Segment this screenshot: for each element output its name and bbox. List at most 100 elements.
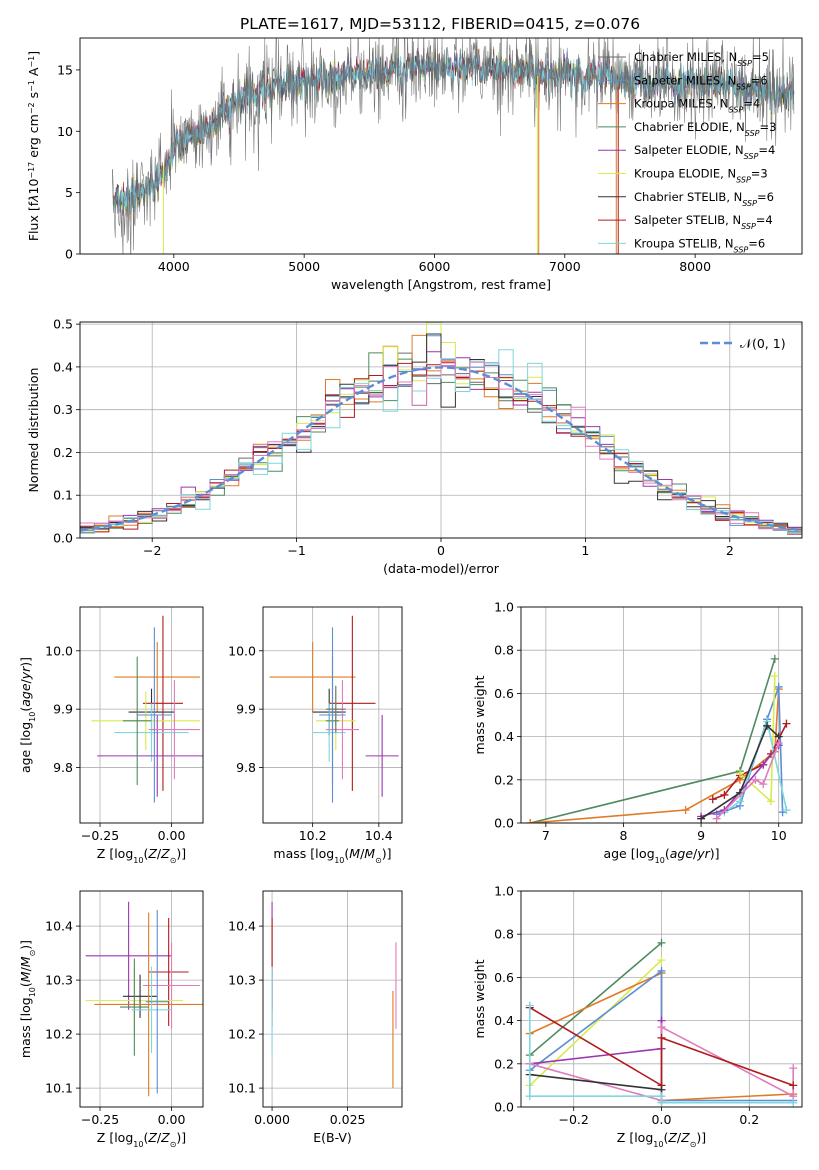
y-tick-label: 10.0 [45,643,73,658]
x-tick-label: 8 [619,828,627,843]
series-line [530,658,776,823]
spectrum-line [112,38,795,254]
axes-frame [79,37,803,255]
series-marker [720,790,729,799]
series-marker [735,797,744,806]
y-tick-label: 9.8 [236,760,256,775]
series-marker [789,1064,798,1073]
y-axis-label: mass [log10(M/M⊙)] [18,940,37,1058]
y-axis-label: mass weight [472,959,487,1038]
series-marker [766,797,775,806]
x-axis-label: mass [log10(M/M⊙)] [273,846,391,865]
x-tick-label: 0.0 [652,1112,672,1127]
axes-frame [79,606,204,824]
plot-area [526,654,791,823]
series-line [723,718,788,813]
x-tick-label: 10.4 [365,828,393,843]
series-marker [657,1023,666,1032]
series-line [700,744,780,818]
legend-label: Chabrier STELIB, NSSP=6 [634,190,774,208]
x-tick-label: 2 [726,543,734,558]
series-marker [770,654,779,663]
legend-label: Chabrier MILES, NSSP=5 [634,50,769,68]
series-marker [712,814,721,823]
series-marker [525,1001,534,1010]
x-tick-label: 10.2 [299,828,327,843]
x-tick-label: 0 [437,543,445,558]
plot-area [80,322,802,535]
legend-label: Salpeter MILES, NSSP=6 [634,73,768,91]
legend-label: Salpeter STELIB, NSSP=4 [634,213,773,231]
series-marker [782,719,791,728]
x-tick-label: 9 [697,828,705,843]
chart-mass-vs-z: −0.25 0.00 10.1 10.2 10.3 10.4 Z [log10(Z/Z⊙)]… [18,890,204,1149]
y-tick-label: 0.0 [494,1100,514,1115]
x-tick-label: 0.2 [739,1112,759,1127]
y-tick-label: 5 [65,185,73,200]
series-marker [657,1033,666,1042]
y-axis-label: age [log10(age/yr)] [18,657,37,773]
series-marker [525,1092,534,1101]
y-tick-label: 10.1 [45,1081,73,1096]
series-line [529,1073,662,1091]
series-line [700,724,780,820]
series-marker [759,760,768,769]
y-tick-label: 0 [65,247,73,262]
y-tick-label: 0.8 [494,643,514,658]
series-marker [751,775,760,784]
chart-residual-hist: −2 −1 0 1 2 0.0 0.1 0.2 0.3 0.4 0.5 (data-model)/er… [26,317,803,576]
y-tick-label: 0.2 [494,1056,514,1071]
chart-age-vs-z: −0.25 0.00 9.8 9.9 10.0 Z [log10(Z/Z⊙)] age [l… [18,606,204,865]
plot-area [269,615,399,803]
y-tick-label: 10.2 [45,1027,73,1042]
y-tick-label: 0.6 [494,686,514,701]
series-line [716,742,780,820]
legend: Chabrier MILES, NSSP=5 Salpeter MILES, NS… [598,50,776,254]
y-tick-label: 0.3 [53,402,73,417]
y-tick-label: 0.4 [494,1013,514,1028]
y-tick-label: 9.9 [53,702,73,717]
series-marker [697,814,706,823]
x-tick-label: −0.25 [81,1112,119,1127]
x-tick-label: 0.000 [254,1112,290,1127]
series-line [529,959,663,1086]
y-tick-label: 10.3 [228,973,256,988]
y-tick-label: 1.0 [494,884,514,899]
series-line [739,676,776,804]
x-axis-label: (data-model)/error [383,561,500,576]
y-tick-label: 0.8 [494,927,514,942]
x-tick-label: 4000 [158,259,190,274]
y-tick-label: 15 [57,62,73,77]
legend-label: Kroupa STELIB, NSSP=6 [634,236,765,254]
axes-frame [262,890,403,1108]
plot-area [525,938,798,1107]
x-tick-label: 0.025 [330,1112,366,1127]
y-tick-label: 9.9 [236,702,256,717]
series-marker [657,966,666,975]
series-marker [789,1098,798,1107]
x-tick-label: 7 [542,828,550,843]
y-tick-label: 0.0 [53,531,73,546]
series-marker [763,721,772,730]
y-tick-label: 10 [57,124,73,139]
plot-area [91,615,203,803]
chart-age-vs-mass: 10.2 10.4 9.8 9.9 10.0 mass [log10(M/M⊙)] [228,606,403,865]
legend-label: Salpeter ELODIE, NSSP=4 [634,143,775,161]
legend-label: Kroupa MILES, NSSP=4 [634,97,760,115]
y-tick-label: 10.4 [45,919,73,934]
series-marker [657,938,666,947]
series-marker [759,780,768,789]
series-line [529,1020,663,1065]
series-marker [774,682,783,691]
series-marker [774,739,783,748]
y-tick-label: 10.4 [228,919,256,934]
chart-spectrum: 4000 5000 6000 7000 8000 0 5 10 15 wavelength [An… [26,37,803,292]
y-tick-label: 0.2 [53,445,73,460]
figure-title: PLATE=1617, MJD=53112, FIBERID=0415, z=0… [240,15,640,33]
y-tick-label: 0.6 [494,970,514,985]
plot-area [271,901,397,1089]
x-tick-label: −2 [143,543,161,558]
y-tick-label: 10.0 [228,643,256,658]
axes-frame [520,890,803,1108]
y-tick-label: 0.2 [494,772,514,787]
